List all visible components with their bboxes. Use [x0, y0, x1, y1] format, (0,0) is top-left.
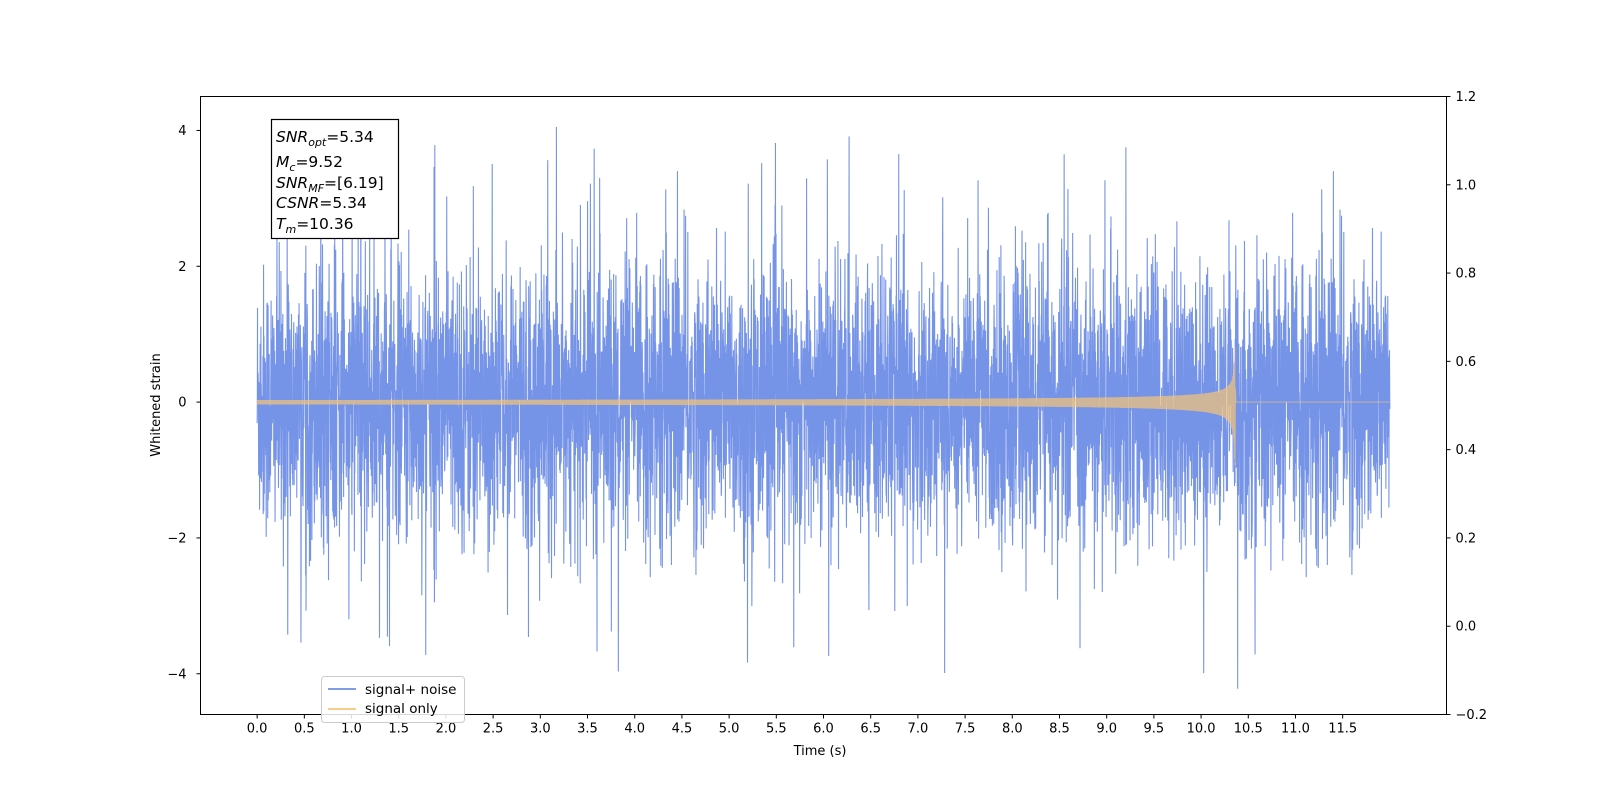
x-tick-label: 3.0 [530, 722, 551, 737]
x-tick-label: 3.5 [577, 722, 598, 737]
x-tick-label: 7.0 [908, 722, 929, 737]
x-tick-label: 5.0 [719, 722, 740, 737]
y-tick-label: −2 [167, 531, 186, 546]
x-tick-label: 2.0 [436, 722, 457, 737]
y2-tick-label: −0.2 [1456, 708, 1488, 723]
x-tick-label: 4.0 [624, 722, 645, 737]
y2-tick-label: 0.6 [1456, 355, 1477, 370]
x-tick-label: 11.5 [1328, 722, 1357, 737]
legend: signal+ noise signal only [321, 676, 465, 723]
x-tick-label: 9.0 [1096, 722, 1117, 737]
x-tick-label: 5.5 [766, 722, 787, 737]
y-tick-label: −4 [167, 667, 186, 682]
x-tick-label: 8.0 [1002, 722, 1023, 737]
y-axis-right: 1.2 1.0 0.8 0.6 0.4 0.2 0.0 −0.2 [1446, 90, 1488, 723]
y2-tick-label: 1.0 [1456, 178, 1477, 193]
signal-trace [256, 347, 1390, 466]
y2-tick-label: 0.8 [1456, 267, 1477, 282]
x-axis-label: Time (s) [793, 744, 847, 759]
y-tick-label: 2 [178, 260, 186, 275]
tm-annotation: Tm=10.36 [276, 215, 354, 236]
x-tick-label: 10.0 [1187, 722, 1216, 737]
snr-opt-annotation: SNRopt=5.34 [276, 128, 374, 149]
x-tick-label: 10.5 [1234, 722, 1263, 737]
x-tick-label: 6.5 [860, 722, 881, 737]
y-axis-label: Whitened strain [149, 353, 164, 456]
y-tick-label: 4 [178, 124, 186, 139]
x-tick-label: 0.0 [247, 722, 268, 737]
x-tick-label: 6.0 [813, 722, 834, 737]
y-tick-label: 0 [178, 396, 186, 411]
signal-series-line [256, 347, 1390, 466]
snr-mf-annotation: SNRMF=[6.19] [276, 174, 384, 195]
x-tick-label: 7.5 [955, 722, 976, 737]
x-tick-label: 8.5 [1049, 722, 1070, 737]
y2-tick-label: 1.2 [1456, 90, 1477, 105]
csnr-annotation: CSNR=5.34 [276, 194, 367, 212]
legend-label-noise: signal+ noise [365, 682, 456, 698]
x-axis: 0.0 0.5 1.0 1.5 2.0 2.5 3.0 3.5 4.0 4.5 5.0 5.5 6.0 6… [247, 714, 1357, 737]
y2-tick-label: 0.4 [1456, 443, 1477, 458]
x-tick-label: 1.0 [341, 722, 362, 737]
x-tick-label: 9.5 [1144, 722, 1165, 737]
stats-annotation-box: SNRopt=5.34 Mc=9.52 SNRMF=[6.19] CSNR=5.… [270, 118, 400, 240]
x-tick-label: 4.5 [672, 722, 693, 737]
y2-tick-label: 0.2 [1456, 531, 1477, 546]
x-tick-label: 0.5 [294, 722, 315, 737]
y2-tick-label: 0.0 [1456, 620, 1477, 635]
x-tick-label: 1.5 [388, 722, 409, 737]
x-tick-label: 2.5 [483, 722, 504, 737]
x-tick-label: 11.0 [1281, 722, 1310, 737]
mc-annotation: Mc=9.52 [276, 153, 343, 174]
legend-label-signal: signal only [365, 701, 438, 717]
y-axis-left: 4 2 0 −2 −4 [167, 124, 201, 682]
